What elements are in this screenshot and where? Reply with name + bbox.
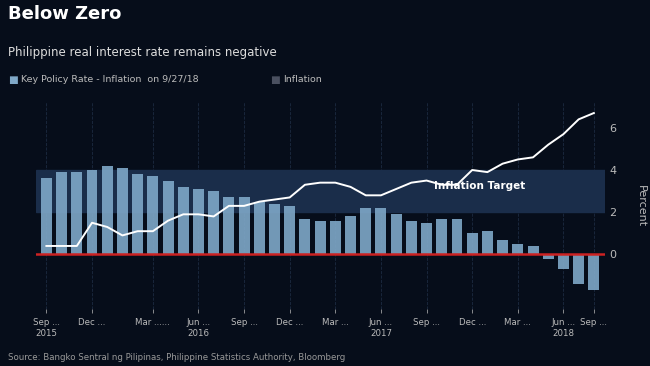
Bar <box>436 219 447 254</box>
Bar <box>86 170 98 254</box>
Bar <box>360 208 371 254</box>
Bar <box>132 174 143 254</box>
Text: Below Zero: Below Zero <box>8 5 122 23</box>
Bar <box>543 254 554 259</box>
Bar <box>239 197 250 254</box>
Bar <box>41 179 52 254</box>
Bar <box>588 254 599 290</box>
Bar <box>300 219 311 254</box>
Bar <box>558 254 569 269</box>
Bar <box>467 233 478 254</box>
Bar <box>36 170 604 212</box>
Bar <box>224 197 235 254</box>
Text: Inflation: Inflation <box>283 75 322 84</box>
Bar <box>573 254 584 284</box>
Bar <box>391 214 402 254</box>
Bar <box>330 221 341 254</box>
Bar <box>497 240 508 254</box>
Bar <box>512 244 523 254</box>
Bar <box>315 221 326 254</box>
Bar <box>421 223 432 254</box>
Text: Source: Bangko Sentral ng Pilipinas, Philippine Statistics Authority, Bloomberg: Source: Bangko Sentral ng Pilipinas, Phi… <box>8 352 346 362</box>
Bar <box>406 221 417 254</box>
Text: Key Policy Rate - Inflation  on 9/27/18: Key Policy Rate - Inflation on 9/27/18 <box>21 75 199 84</box>
Bar <box>72 172 83 254</box>
Y-axis label: Percent: Percent <box>636 185 646 227</box>
Bar <box>193 189 204 254</box>
Bar <box>345 216 356 254</box>
Bar <box>56 172 67 254</box>
Text: Philippine real interest rate remains negative: Philippine real interest rate remains ne… <box>8 46 277 59</box>
Bar <box>528 246 538 254</box>
Bar <box>178 187 188 254</box>
Text: ■: ■ <box>270 75 280 85</box>
Bar <box>254 202 265 254</box>
Bar <box>102 166 112 254</box>
Text: ■: ■ <box>8 75 18 85</box>
Bar <box>376 208 387 254</box>
Bar <box>162 180 174 254</box>
Bar <box>148 176 159 254</box>
Bar <box>269 204 280 254</box>
Text: Inflation Target: Inflation Target <box>434 181 525 191</box>
Bar <box>208 191 219 254</box>
Bar <box>284 206 295 254</box>
Bar <box>117 168 128 254</box>
Bar <box>452 219 462 254</box>
Bar <box>482 231 493 254</box>
